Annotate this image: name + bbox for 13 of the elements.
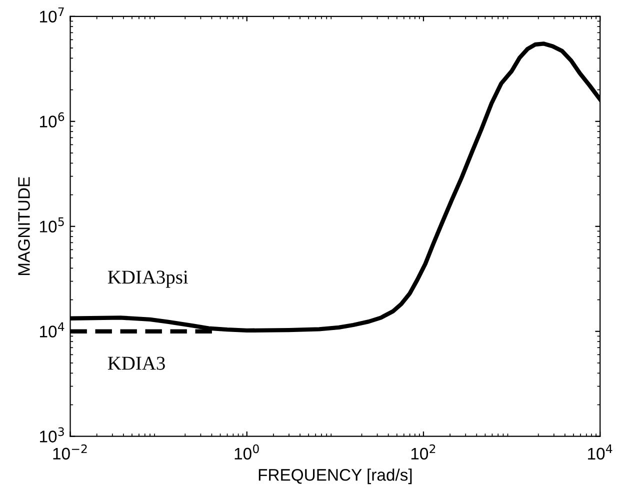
y-axis-title: MAGNITUDE bbox=[18, 177, 30, 276]
y-tick-label: 10$^{5}$ bbox=[40, 217, 64, 232]
x-axis-title: FREQUENCY [rad/s] bbox=[258, 468, 412, 484]
y-tick-label: 10$^{6}$ bbox=[40, 112, 64, 128]
x-tick-label: 10$^{2}$ bbox=[411, 444, 436, 460]
x-tick-label: 10$^{−2}$ bbox=[53, 444, 87, 460]
x-tick-label: 10$^{0}$ bbox=[234, 444, 259, 460]
annotation: KDIA3psi bbox=[108, 270, 188, 288]
y-tick-label: 10$^{3}$ bbox=[40, 427, 64, 442]
y-tick-label: 10$^{4}$ bbox=[40, 322, 64, 338]
x-tick-label: 10$^{4}$ bbox=[588, 444, 612, 460]
y-tick-label: 10$^{7}$ bbox=[40, 7, 64, 22]
annotation: KDIA3 bbox=[108, 356, 165, 370]
